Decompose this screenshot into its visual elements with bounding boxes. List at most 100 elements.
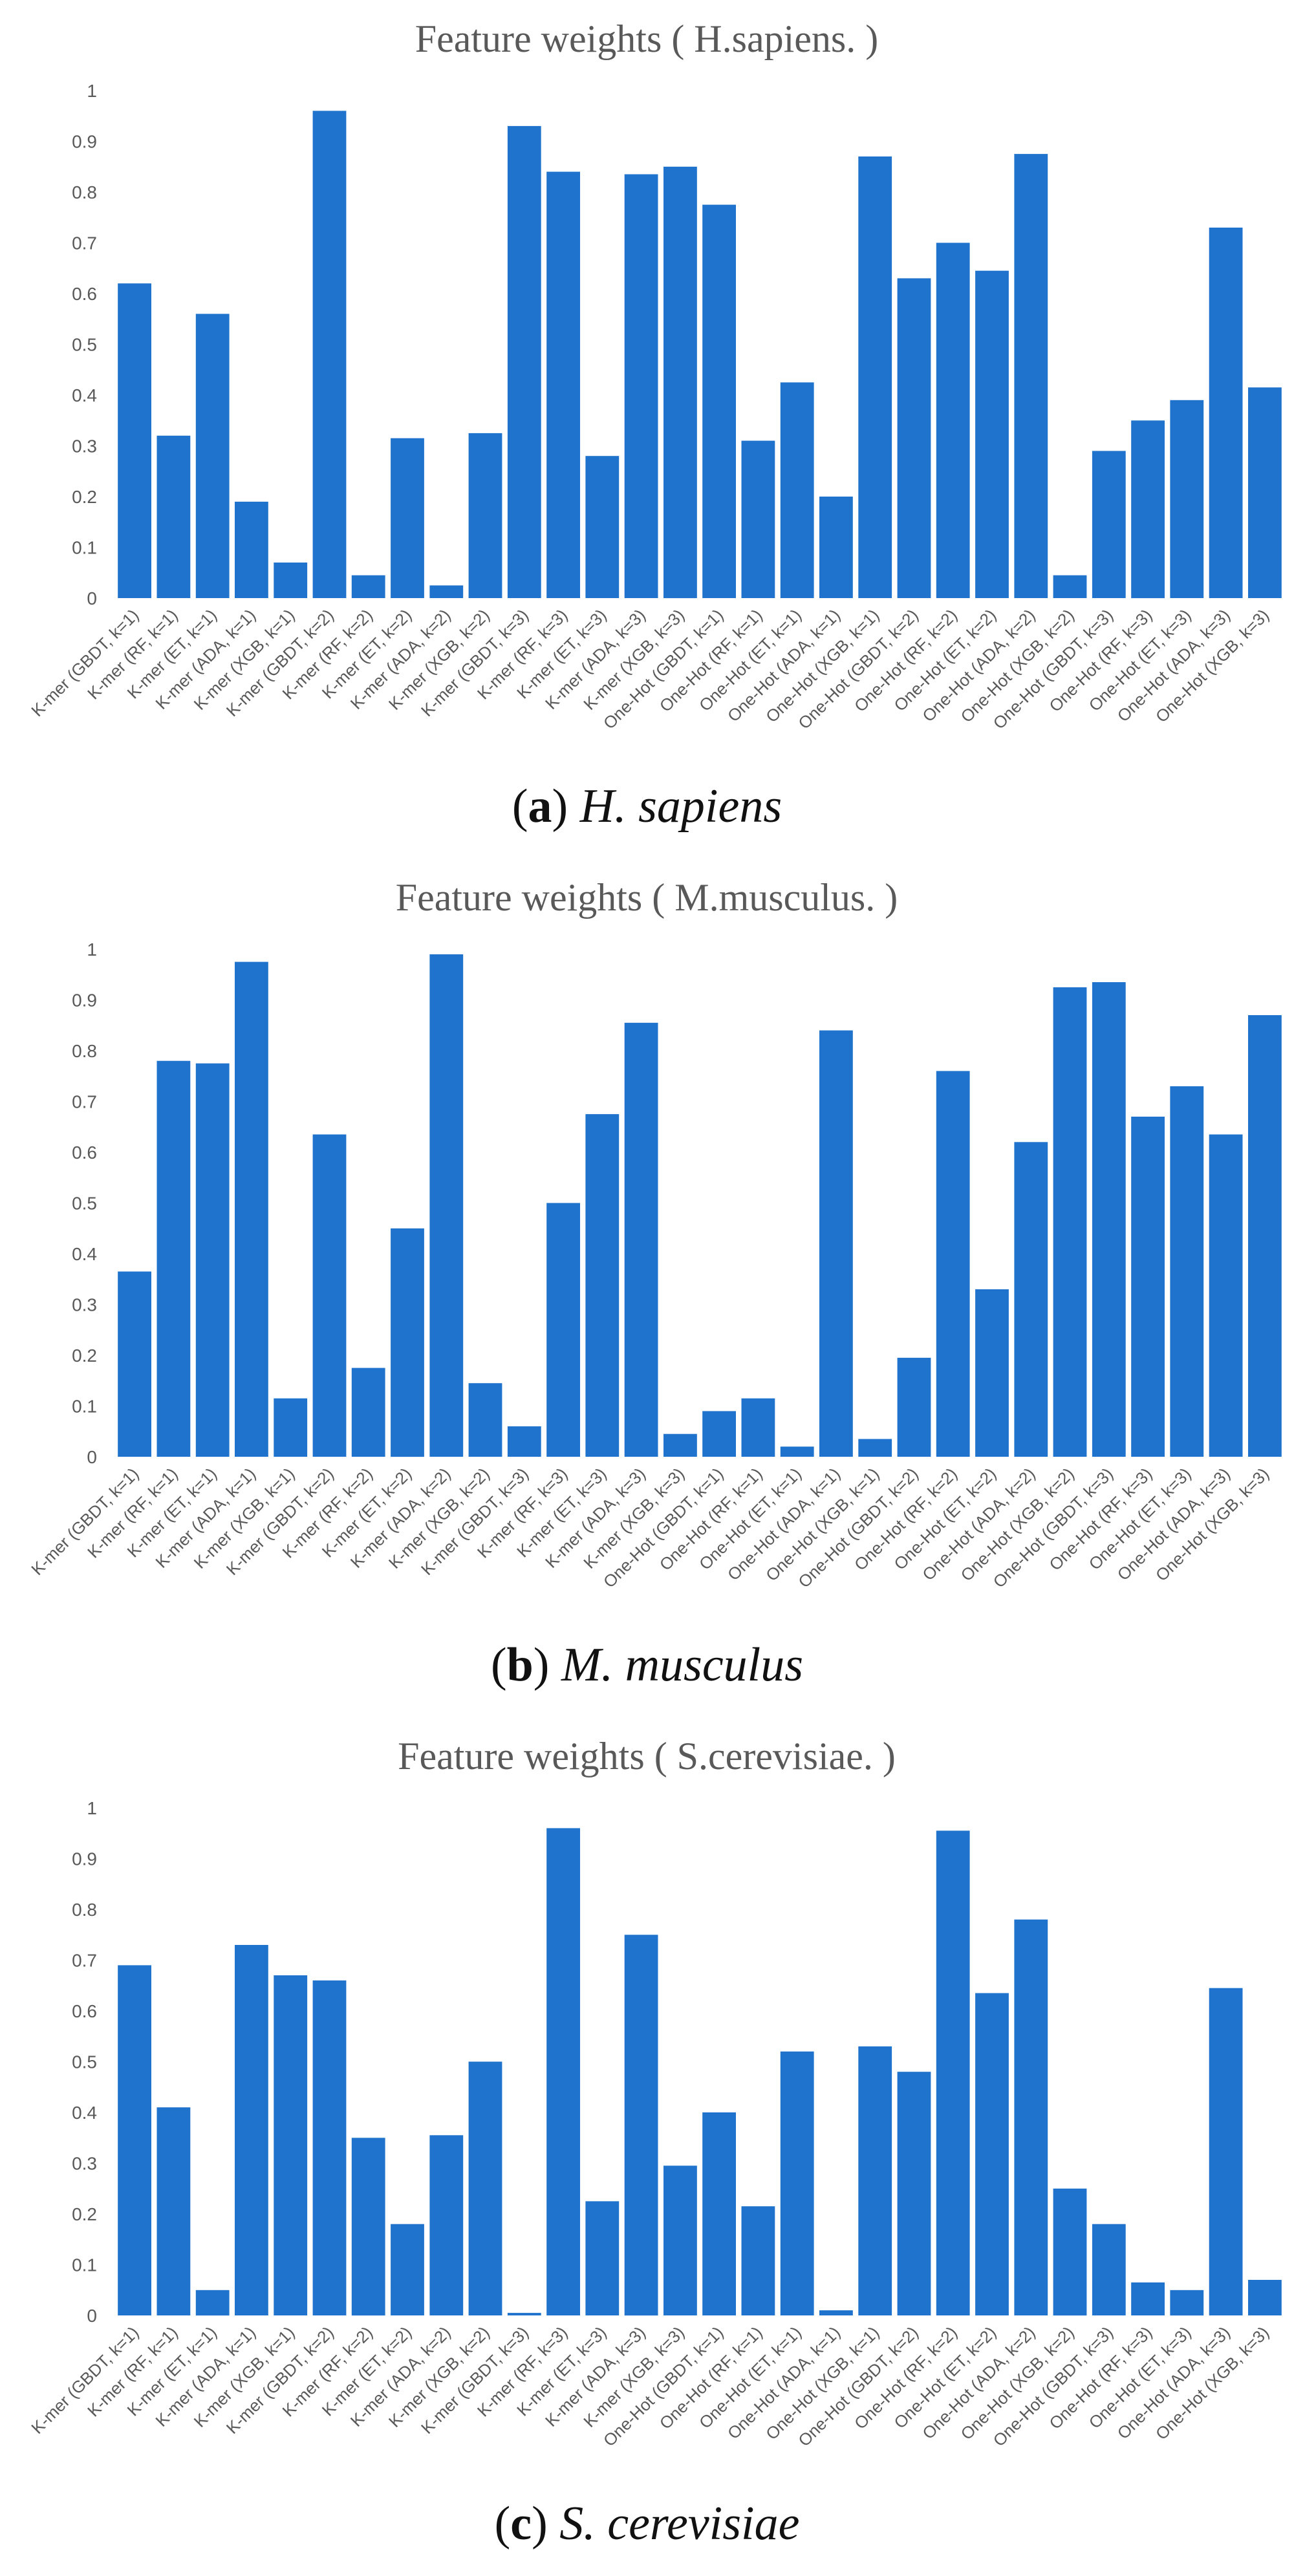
y-tick-label: 0.8 xyxy=(72,182,97,202)
y-tick-label: 0.9 xyxy=(72,132,97,152)
chart-a-xlabels: K-mer (GBDT, k=1)K-mer (RF, k=1)K-mer (E… xyxy=(27,605,1273,733)
bar xyxy=(156,2107,191,2315)
bar xyxy=(858,1439,892,1457)
y-tick-label: 0.7 xyxy=(72,1092,97,1112)
bar xyxy=(897,278,931,598)
chart-panel-b: Feature weights ( M.musculus. ) 0 0.1 0.2 0… xyxy=(0,859,1294,1717)
bar xyxy=(1248,1015,1282,1457)
bar xyxy=(624,1022,658,1457)
y-tick-label: 0.3 xyxy=(72,2154,97,2174)
bar xyxy=(936,1830,970,2315)
bar xyxy=(429,954,464,1457)
y-tick-label: 0.3 xyxy=(72,436,97,456)
y-tick-label: 0.5 xyxy=(72,335,97,355)
bar xyxy=(702,1411,736,1457)
bar xyxy=(546,171,580,599)
bar xyxy=(975,270,1009,598)
y-tick-label: 1 xyxy=(87,1798,97,1818)
bar xyxy=(351,575,385,598)
chart-a-caption: (a) H. sapiens xyxy=(512,780,782,833)
bar xyxy=(1170,2290,1204,2316)
bar xyxy=(819,1030,853,1457)
bar xyxy=(897,2072,931,2315)
bar xyxy=(1131,2282,1165,2315)
bar xyxy=(936,242,970,598)
chart-c-xlabels: K-mer (GBDT, k=1)K-mer (RF, k=1)K-mer (E… xyxy=(27,2323,1273,2450)
y-tick-label: 0.4 xyxy=(72,1244,97,1264)
bar xyxy=(1092,982,1126,1457)
bar xyxy=(1014,154,1048,599)
bar xyxy=(391,438,424,598)
bar xyxy=(507,1426,541,1457)
bar xyxy=(1131,420,1165,599)
bar xyxy=(274,1398,308,1457)
bar xyxy=(195,314,230,598)
bar xyxy=(1053,575,1087,598)
bar xyxy=(858,2046,892,2315)
bar xyxy=(741,2206,775,2315)
y-tick-label: 0.4 xyxy=(72,385,97,405)
bar xyxy=(663,166,697,599)
bar xyxy=(312,1980,347,2315)
bar xyxy=(741,440,775,598)
bar xyxy=(936,1071,970,1457)
y-tick-label: 0.7 xyxy=(72,1951,97,1971)
caption-c-species: S. cerevisiae xyxy=(559,2497,800,2550)
chart-c-yticks: 0 0.1 0.2 0.3 0.4 0.5 0.6 0.7 0.8 0.9 1 xyxy=(72,1798,97,2326)
bar xyxy=(1053,2188,1087,2316)
y-tick-label: 0.1 xyxy=(72,2255,97,2275)
chart-b-yticks: 0 0.1 0.2 0.3 0.4 0.5 0.6 0.7 0.8 0.9 1 xyxy=(72,939,97,1467)
y-tick-label: 0.5 xyxy=(72,1194,97,1214)
bar xyxy=(507,125,541,598)
bar xyxy=(1170,1086,1204,1457)
chart-a-svg: Feature weights ( H.sapiens. ) 0 0.1 0.2 0.… xyxy=(27,17,1282,733)
chart-c-title: Feature weights ( S.cerevisiae. ) xyxy=(398,1735,896,1777)
chart-b-title: Feature weights ( M.musculus. ) xyxy=(396,876,898,919)
y-tick-label: 0.1 xyxy=(72,1397,97,1417)
caption-a-letter: a xyxy=(528,780,552,833)
bar xyxy=(1131,1117,1165,1457)
bar xyxy=(546,1828,580,2315)
bar xyxy=(780,2051,814,2315)
bar xyxy=(274,1975,308,2315)
caption-c-letter: c xyxy=(510,2497,532,2550)
chart-b-bars xyxy=(118,954,1282,1457)
chart-b-caption: (b) M. musculus xyxy=(490,1638,804,1691)
y-tick-label: 0.6 xyxy=(72,284,97,304)
chart-c-svg: Feature weights ( S.cerevisiae. ) 0 0.1 0.… xyxy=(27,1735,1282,2450)
bar xyxy=(351,1368,385,1457)
bar xyxy=(585,456,620,598)
y-tick-label: 1 xyxy=(87,939,97,960)
y-tick-label: 0.8 xyxy=(72,1900,97,1920)
chart-c-caption: (c) S. cerevisiae xyxy=(494,2497,800,2550)
bar xyxy=(156,435,191,598)
y-tick-label: 0.6 xyxy=(72,2001,97,2021)
bar xyxy=(1248,387,1282,598)
chart-a-bars xyxy=(118,111,1282,599)
caption-a-species: H. sapiens xyxy=(579,780,782,833)
y-tick-label: 0 xyxy=(87,588,97,608)
y-tick-label: 0.9 xyxy=(72,1849,97,1869)
chart-panel-a: Feature weights ( H.sapiens. ) 0 0.1 0.2 0.… xyxy=(0,0,1294,859)
y-tick-label: 0.4 xyxy=(72,2103,97,2123)
bar xyxy=(585,2201,620,2315)
bar xyxy=(351,2138,385,2316)
y-tick-label: 0.6 xyxy=(72,1143,97,1163)
bar xyxy=(702,2112,736,2315)
bar xyxy=(235,501,268,598)
y-tick-label: 0.7 xyxy=(72,233,97,253)
bar xyxy=(118,1271,151,1457)
chart-c-bars xyxy=(118,1828,1282,2316)
bar xyxy=(858,156,892,598)
bar xyxy=(274,563,308,598)
y-tick-label: 1 xyxy=(87,81,97,101)
bar xyxy=(1092,451,1126,598)
y-tick-label: 0.2 xyxy=(72,1346,97,1366)
chart-panel-c: Feature weights ( S.cerevisiae. ) 0 0.1 0.… xyxy=(0,1717,1294,2576)
bar xyxy=(1092,2224,1126,2315)
chart-a-yticks: 0 0.1 0.2 0.3 0.4 0.5 0.6 0.7 0.8 0.9 1 xyxy=(72,81,97,608)
caption-b-letter: b xyxy=(506,1638,534,1691)
bar xyxy=(819,497,853,598)
bar xyxy=(507,2313,541,2315)
bar xyxy=(702,204,736,599)
